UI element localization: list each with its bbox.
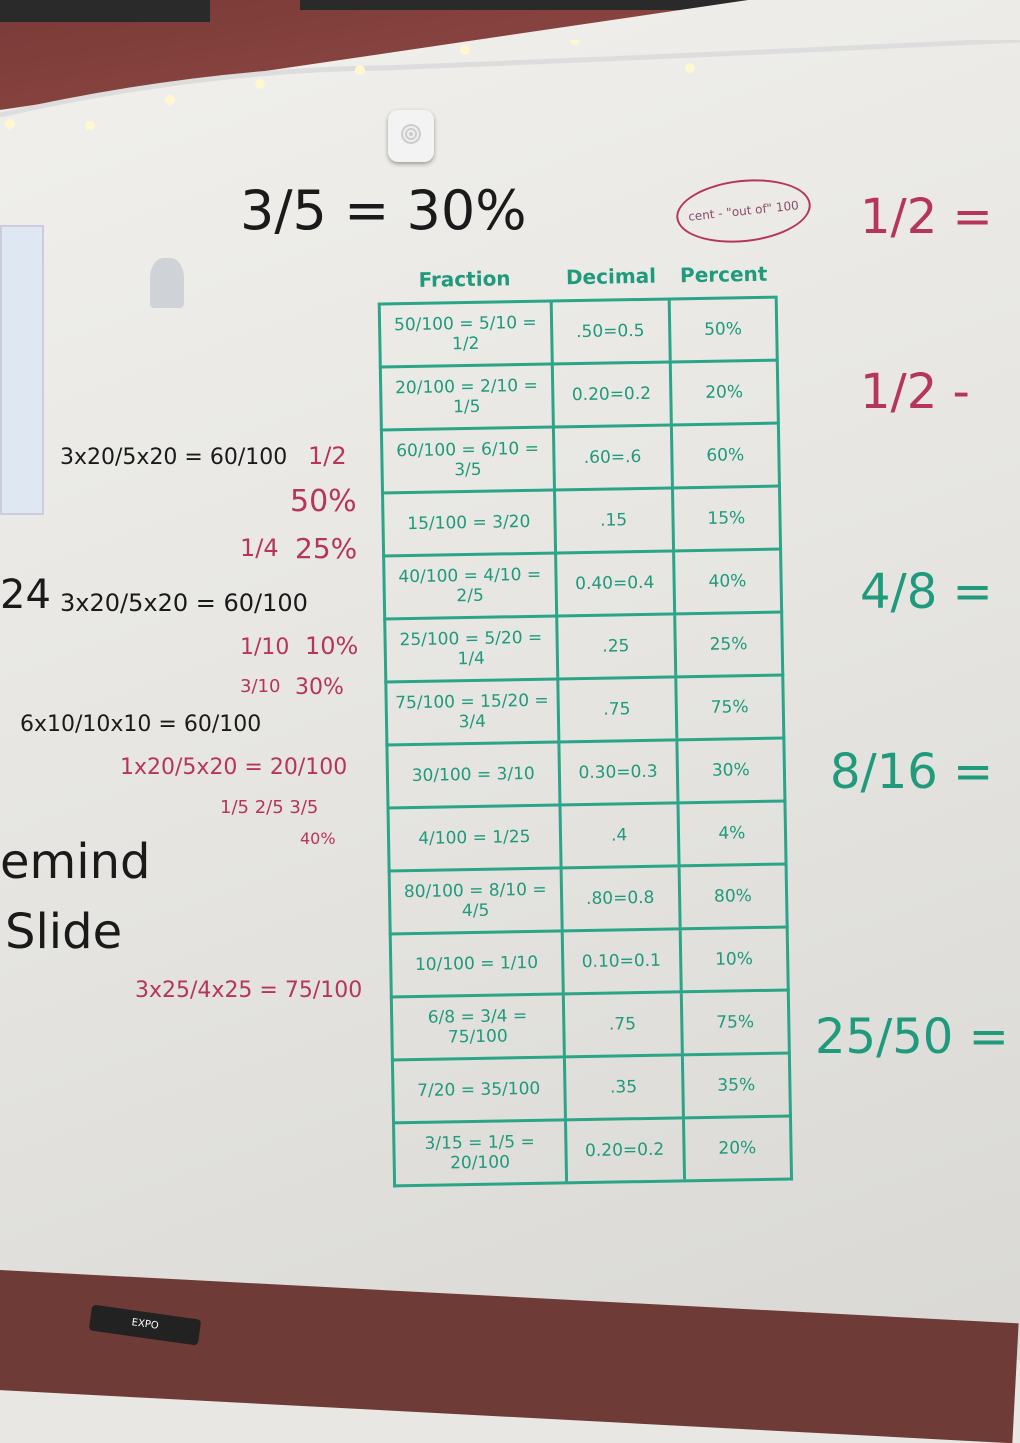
table-row: 3/15 = 1/5 = 20/100 0.20=0.2 20%: [392, 1117, 794, 1188]
speaker: [388, 110, 434, 162]
note-l: 6x10/10x10 = 60/100: [20, 712, 262, 737]
cell-fraction: 40/100 = 4/10 = 2/5: [385, 554, 558, 618]
cell-fraction: 3/15 = 1/5 = 20/100: [395, 1121, 568, 1185]
cell-percent: 4%: [718, 823, 746, 844]
cell-fraction: 20/100 = 2/10 = 1/5: [381, 365, 555, 429]
cell-decimal: .35: [565, 1056, 685, 1119]
picture-frame: [300, 0, 820, 10]
note-a: 3x20/5x20 = 60/100: [60, 445, 288, 470]
table-row: 30/100 = 3/10 0.30=0.3 30%: [385, 739, 787, 810]
cell-percent: 80%: [713, 885, 753, 907]
cell-fraction: 6/8 = 3/4 = 75/100: [392, 995, 566, 1059]
note-b: 1/2: [308, 442, 347, 470]
cell-decimal: .80=0.8: [562, 867, 682, 930]
note-j: 3/10: [240, 676, 281, 697]
table-row: 60/100 = 6/10 = 3/5.60=.6 60%: [379, 424, 781, 495]
note-i: 10%: [305, 632, 359, 660]
conversion-table: Fraction Decimal Percent 50/100 = 5/10 =…: [376, 251, 794, 1188]
note-m: 1x20/5x20 = 20/100: [120, 755, 348, 780]
table-row: 75/100 = 15/20 = 3/4.75 75%: [384, 676, 786, 747]
cell-fraction: 30/100 = 3/10: [388, 743, 562, 807]
cell-percent: 25%: [709, 633, 748, 655]
cell-fraction: 50/100 = 5/10 = 1/2: [380, 302, 554, 366]
cell-decimal: .50=0.5: [552, 300, 672, 363]
cell-fraction: 60/100 = 6/10 = 3/5: [382, 428, 556, 492]
table-row: 40/100 = 4/10 = 2/5 0.40=0.4 40%: [382, 550, 784, 621]
string-lights: [0, 40, 1020, 130]
cell-percent: 50%: [703, 318, 743, 340]
cell-decimal: 0.20=0.2: [566, 1119, 686, 1182]
note-q: Slide: [5, 904, 123, 960]
right-fraction: 8/16 =: [830, 744, 994, 800]
whiteboard: [0, 0, 1020, 1360]
cell-decimal: 0.20=0.2: [553, 363, 673, 426]
cell-fraction: 10/100 = 1/10: [391, 932, 565, 996]
cell-percent: 75%: [710, 696, 749, 718]
table-row: 80/100 = 8/10 = 4/5.80=0.8 80%: [387, 865, 789, 936]
cell-decimal: .60=.6: [554, 426, 674, 489]
table-row: 7/20 = 35/100.35 35%: [390, 1054, 792, 1125]
cell-decimal: 0.10=0.1: [563, 930, 683, 993]
note-e: 25%: [295, 532, 358, 565]
header-decimal: Decimal: [565, 263, 657, 290]
cell-fraction: 75/100 = 15/20 = 3/4: [387, 680, 560, 744]
cell-percent: 40%: [708, 570, 747, 592]
cell-fraction: 4/100 = 1/25: [389, 806, 563, 870]
table-row: 10/100 = 1/10 0.10=0.1 10%: [388, 928, 790, 999]
note-g: 3x20/5x20 = 60/100: [60, 589, 308, 617]
table-row: 20/100 = 2/10 = 1/5 0.20=0.2 20%: [378, 361, 780, 432]
right-fraction: 1/2 =: [860, 189, 993, 245]
cell-decimal: .4: [561, 804, 681, 867]
cell-decimal: .75: [558, 678, 678, 741]
cell-percent: 20%: [718, 1137, 757, 1159]
top-equation: 3/5 = 30%: [240, 179, 527, 242]
note-r: 3x25/4x25 = 75/100: [135, 978, 363, 1003]
cell-percent: 35%: [717, 1074, 756, 1096]
cell-fraction: 25/100 = 5/20 = 1/4: [386, 617, 559, 681]
cell-decimal: 0.30=0.3: [560, 741, 680, 804]
cell-percent: 30%: [711, 759, 750, 781]
note-f: 24: [0, 572, 51, 618]
right-fraction: 1/2 -: [860, 364, 970, 420]
right-fraction: 4/8 =: [860, 564, 993, 620]
cell-fraction: 7/20 = 35/100: [393, 1058, 567, 1122]
cell-percent: 75%: [716, 1011, 755, 1033]
header-fraction: Fraction: [418, 266, 511, 292]
classroom-poster: [0, 225, 44, 515]
note-n: 1/5 2/5 3/5: [220, 797, 319, 818]
right-fraction: 25/50 =: [815, 1009, 1009, 1065]
note-p: emind: [0, 834, 151, 890]
cell-decimal: .15: [555, 489, 675, 552]
table-row: 50/100 = 5/10 = 1/2.50=0.5 50%: [377, 298, 779, 369]
cell-percent: 10%: [714, 948, 754, 970]
cell-percent: 20%: [705, 381, 744, 403]
table-row: 25/100 = 5/20 = 1/4.25 25%: [383, 613, 785, 684]
table-row: 4/100 = 1/25.4 4%: [386, 802, 788, 873]
table-row: 6/8 = 3/4 = 75/100.75 75%: [389, 991, 791, 1062]
cell-decimal: 0.40=0.4: [556, 552, 676, 615]
cell-percent: 60%: [706, 444, 745, 466]
table-header: Fraction Decimal Percent: [376, 251, 778, 306]
cell-decimal: .75: [564, 993, 684, 1056]
note-o: 40%: [300, 829, 336, 848]
cell-fraction: 15/100 = 3/20: [384, 491, 557, 555]
note-k: 30%: [295, 675, 344, 700]
note-h: 1/10: [240, 635, 290, 660]
picture-frame: [0, 0, 210, 22]
cell-percent: 15%: [707, 507, 746, 529]
header-percent: Percent: [679, 261, 768, 288]
cell-decimal: .25: [557, 615, 677, 678]
note-d: 1/4: [240, 534, 279, 562]
table-row: 15/100 = 3/20.15 15%: [381, 487, 783, 558]
note-c: 50%: [290, 484, 357, 519]
magnet-clip: [150, 258, 184, 308]
cell-fraction: 80/100 = 8/10 = 4/5: [390, 869, 564, 933]
